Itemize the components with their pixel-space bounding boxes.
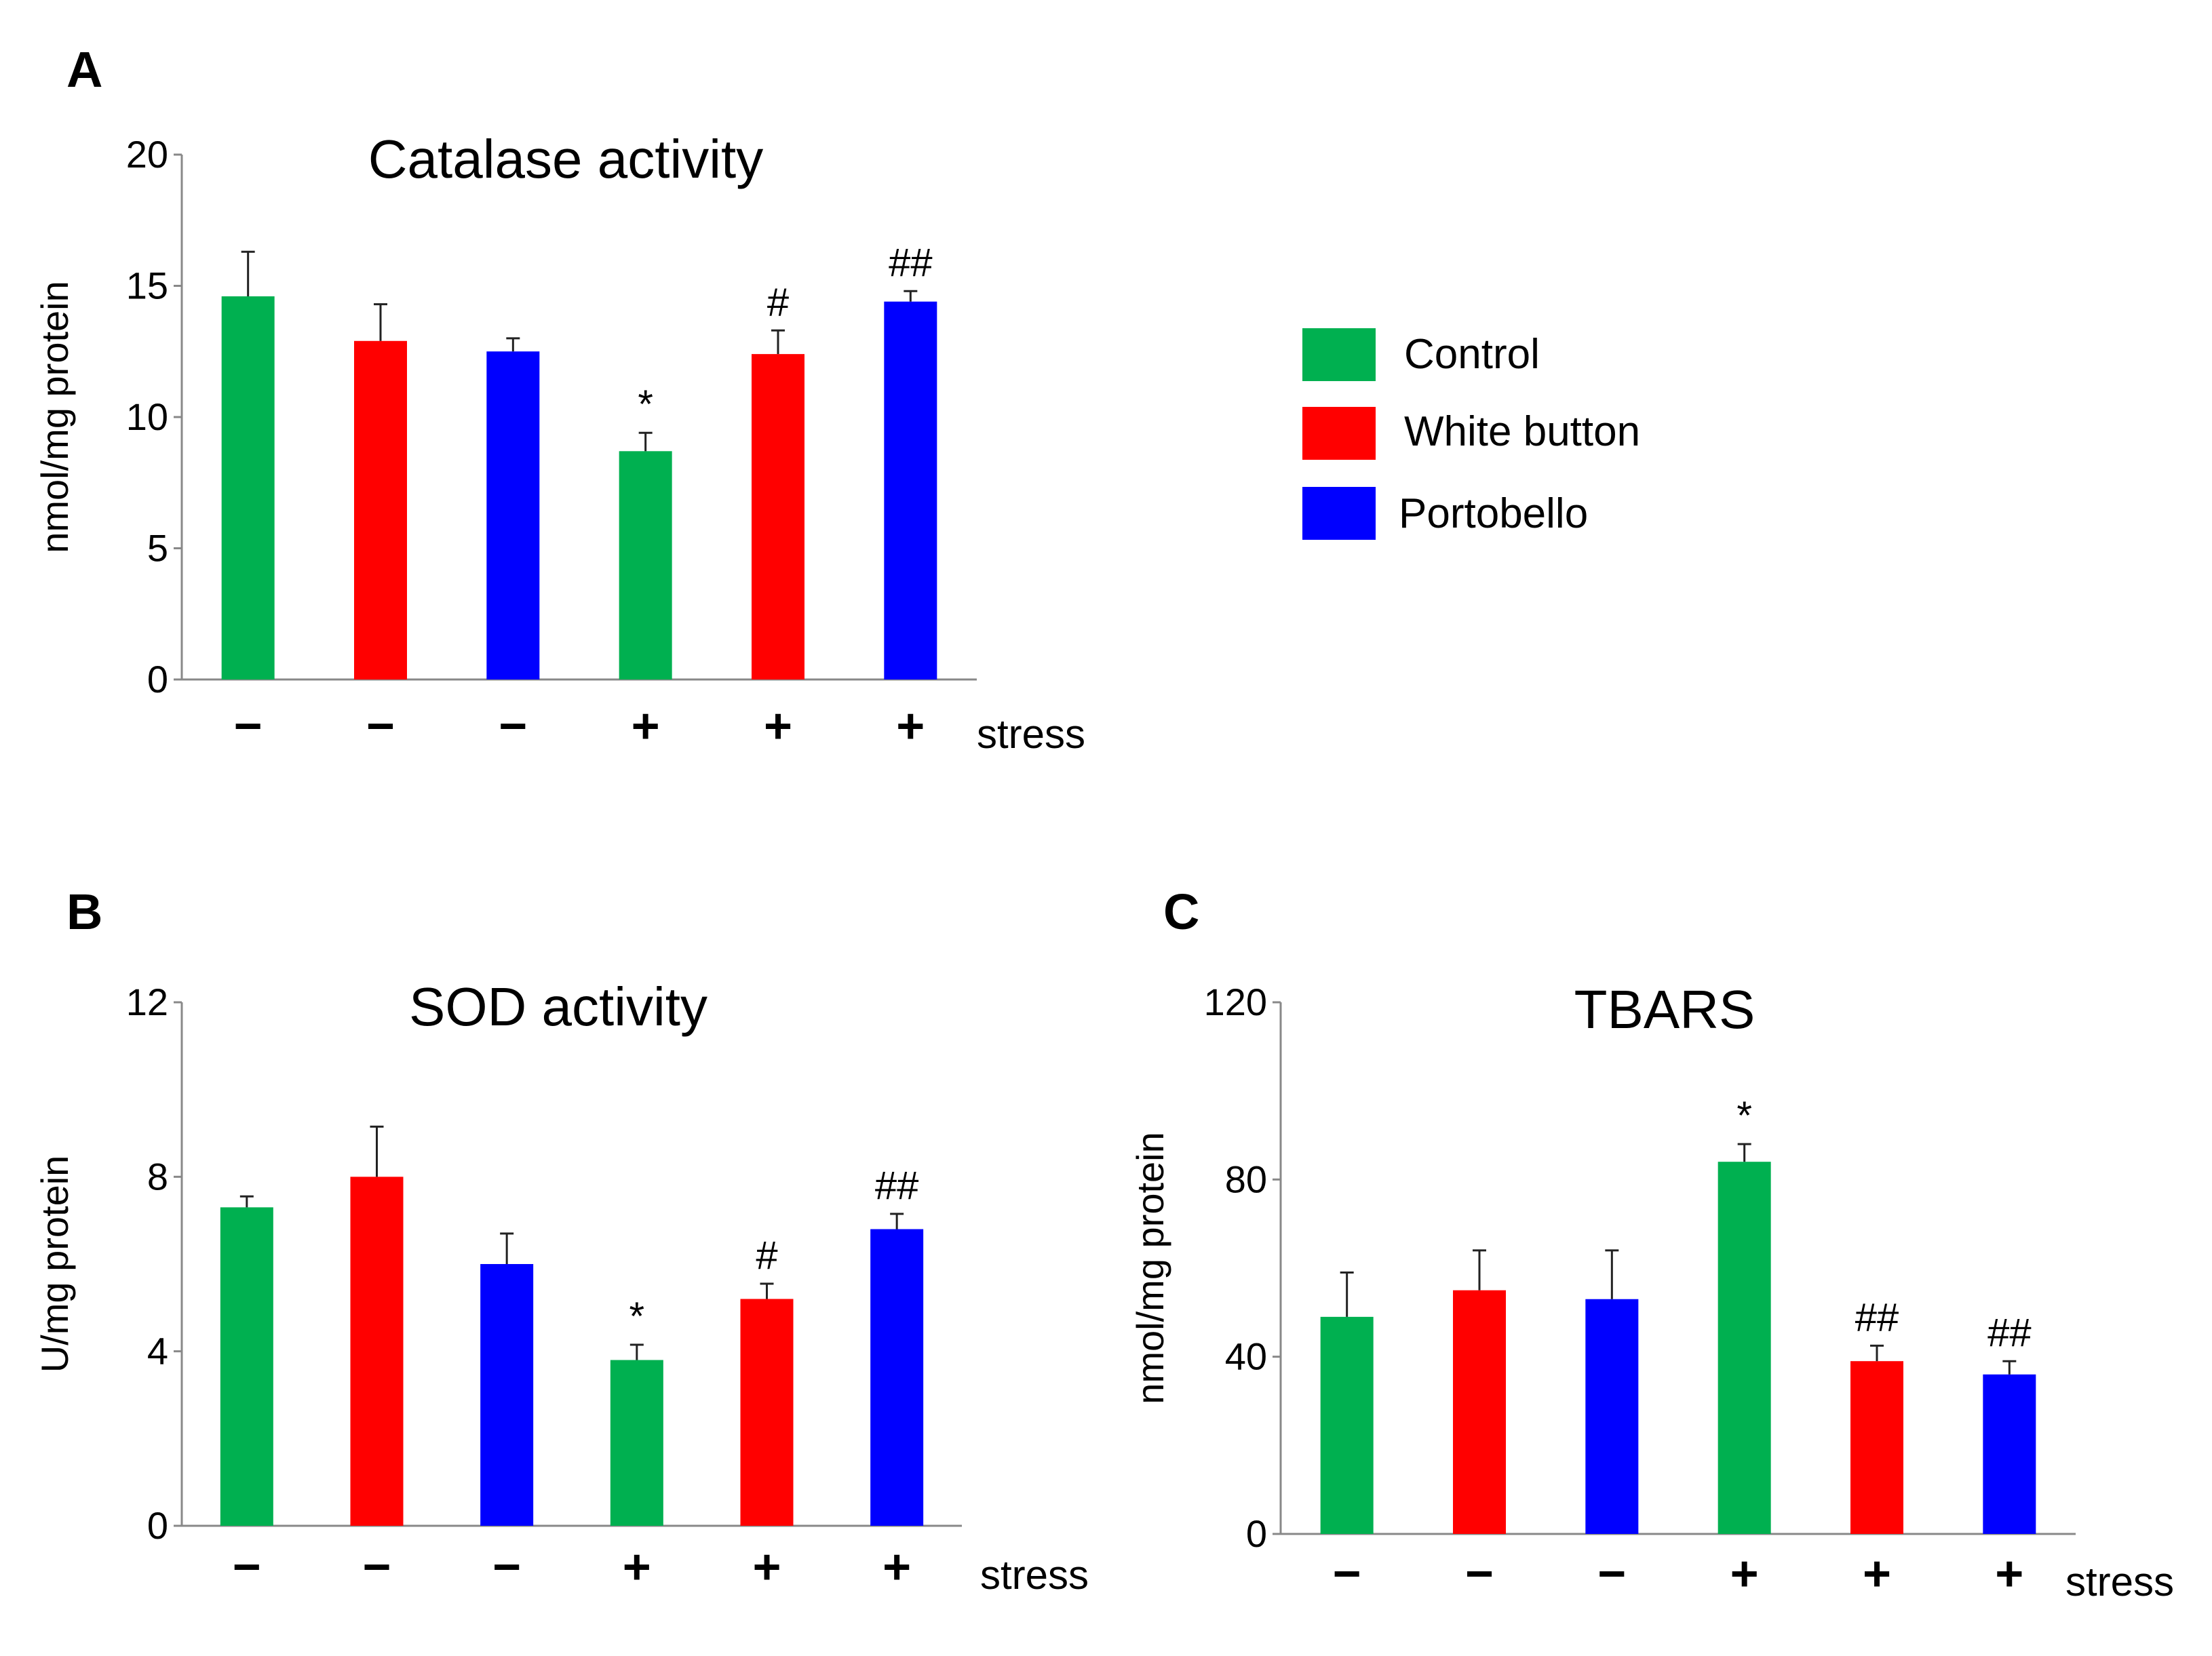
stress-sign-a-3: + [632, 699, 660, 753]
bar-c-2 [1585, 1299, 1639, 1534]
significance-label-a-4: # [767, 280, 789, 324]
bar-a-1 [354, 340, 407, 679]
y-tick-label-a: 15 [126, 264, 168, 307]
stress-sign-a-4: + [764, 699, 792, 753]
bar-c-0 [1320, 1316, 1374, 1534]
y-axis-title-a: nmol/mg protein [33, 281, 76, 553]
stress-sign-c-1: − [1465, 1547, 1494, 1601]
significance-label-a-3: * [638, 382, 653, 427]
legend-swatch-2 [1302, 487, 1376, 540]
y-tick-label-b: 0 [147, 1504, 168, 1547]
bar-a-0 [221, 296, 275, 680]
panel-letter-a: A [66, 41, 102, 98]
bar-a-3 [619, 451, 672, 679]
significance-label-b-4: # [756, 1234, 777, 1278]
y-tick-label-a: 10 [126, 395, 168, 438]
significance-label-b-3: * [629, 1295, 645, 1339]
significance-label-c-3: * [1736, 1094, 1752, 1138]
stress-sign-b-1: − [362, 1540, 391, 1594]
bar-b-1 [350, 1177, 404, 1526]
stress-sign-a-2: − [499, 699, 527, 753]
stress-sign-b-4: + [752, 1540, 781, 1594]
stress-sign-c-5: + [1995, 1547, 2023, 1601]
bar-b-5 [870, 1229, 924, 1526]
legend-label-2: Portobello [1399, 490, 1588, 537]
stress-label-b: stress [980, 1552, 1089, 1598]
y-tick-label-c: 80 [1225, 1158, 1267, 1200]
bar-b-0 [220, 1207, 273, 1526]
y-tick-label-b: 8 [147, 1155, 168, 1198]
bar-a-2 [486, 351, 540, 679]
bar-b-2 [480, 1264, 534, 1526]
stress-label-c: stress [2065, 1559, 2174, 1604]
bar-a-5 [884, 301, 937, 680]
stress-label-a: stress [977, 711, 1085, 757]
chart-title-c: TBARS [1574, 979, 1755, 1040]
chart-title-a: Catalase activity [368, 129, 763, 189]
y-tick-label-c: 0 [1246, 1512, 1267, 1555]
stress-sign-a-5: + [896, 699, 925, 753]
legend-swatch-0 [1302, 328, 1376, 381]
stress-sign-b-3: + [623, 1540, 651, 1594]
stress-sign-a-0: − [234, 699, 263, 753]
y-tick-label-a: 0 [147, 658, 168, 701]
bar-c-4 [1850, 1361, 1903, 1534]
y-tick-label-b: 12 [126, 981, 168, 1023]
stress-sign-b-5: + [882, 1540, 911, 1594]
stress-sign-c-2: − [1597, 1547, 1626, 1601]
stress-sign-a-1: − [366, 699, 395, 753]
significance-label-c-4: ## [1855, 1295, 1899, 1339]
bar-c-1 [1453, 1290, 1506, 1534]
bar-b-4 [740, 1299, 794, 1526]
stress-sign-b-0: − [233, 1540, 261, 1594]
significance-label-b-5: ## [875, 1164, 919, 1208]
significance-label-a-5: ## [889, 241, 933, 285]
bar-b-3 [610, 1360, 663, 1526]
significance-label-c-5: ## [1987, 1311, 2032, 1355]
chart-title-b: SOD activity [409, 977, 707, 1037]
y-axis-title-b: U/mg protein [33, 1156, 76, 1373]
bar-a-4 [752, 354, 804, 679]
y-axis-title-c: nmol/mg protein [1129, 1132, 1171, 1404]
y-tick-label-c: 120 [1204, 981, 1267, 1023]
bar-c-3 [1718, 1162, 1771, 1534]
y-tick-label-a: 5 [147, 527, 168, 570]
y-tick-label-b: 4 [147, 1330, 168, 1373]
stress-sign-c-3: + [1730, 1547, 1759, 1601]
stress-sign-c-4: + [1863, 1547, 1891, 1601]
stress-sign-c-0: − [1333, 1547, 1361, 1601]
stress-sign-b-2: − [492, 1540, 521, 1594]
legend-label-0: Control [1404, 331, 1540, 378]
legend-label-1: White button [1404, 408, 1640, 455]
y-tick-label-a: 20 [126, 133, 168, 176]
panel-letter-b: B [66, 884, 102, 940]
panel-letter-c: C [1163, 884, 1199, 940]
bar-c-5 [1983, 1374, 2036, 1534]
legend-swatch-1 [1302, 407, 1376, 460]
y-tick-label-c: 40 [1225, 1335, 1267, 1378]
